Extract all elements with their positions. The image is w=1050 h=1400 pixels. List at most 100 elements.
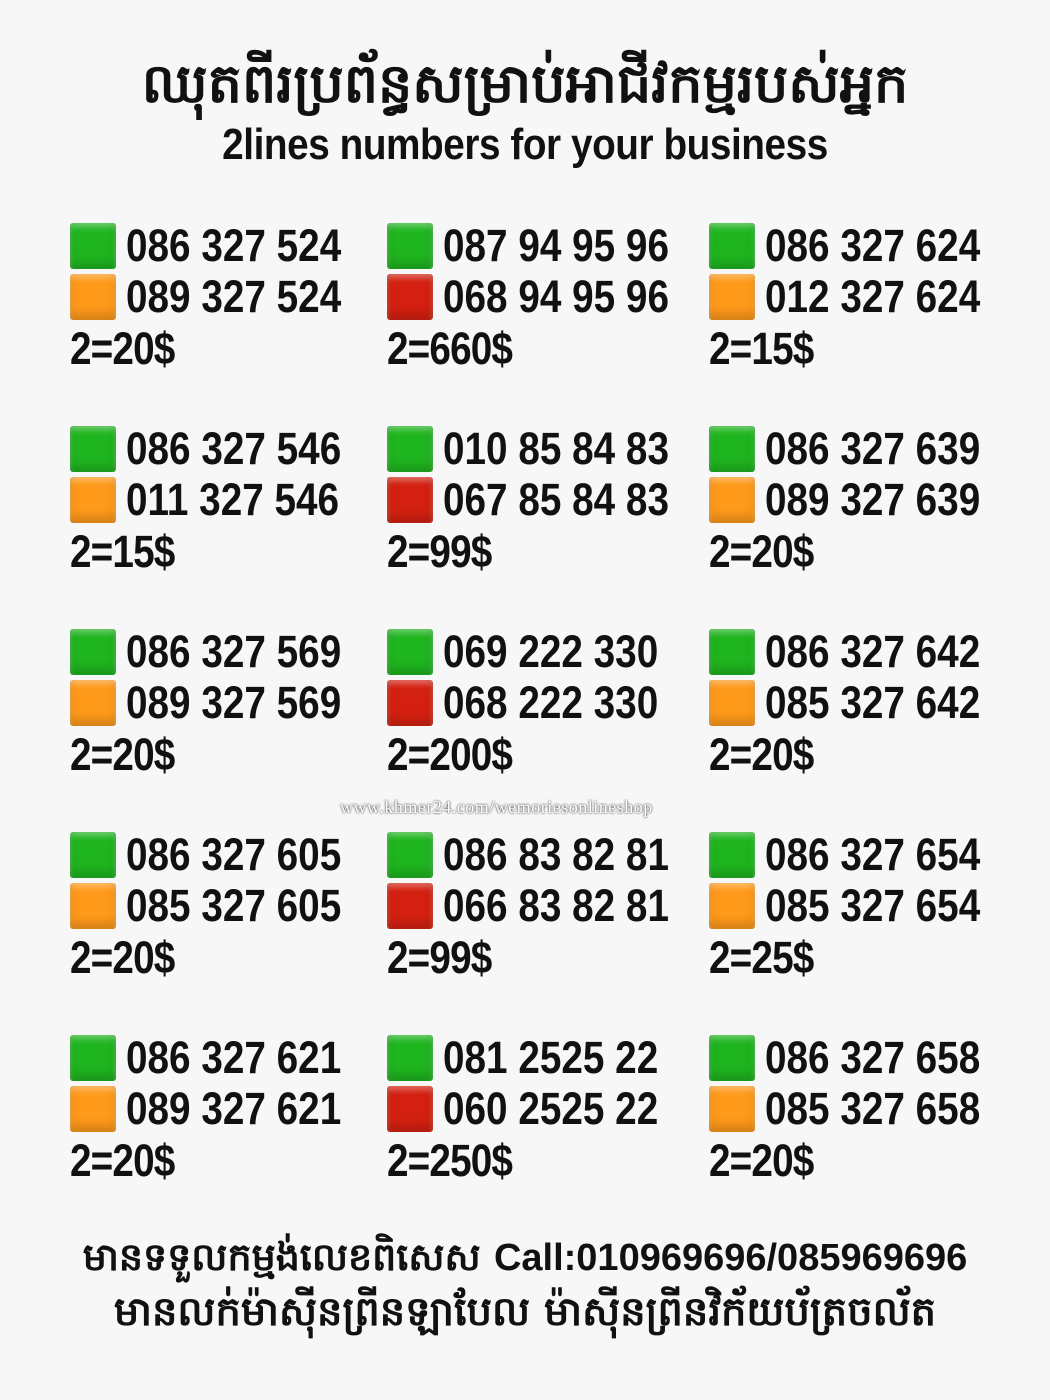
- phone-number: 060 2525 22: [443, 1083, 659, 1134]
- phone-number: 085 327 605: [126, 880, 342, 931]
- orange-square-icon: [70, 274, 116, 320]
- phone-line: 089 327 569: [70, 679, 376, 727]
- price-label: 2=20$: [70, 323, 175, 374]
- listing-block: 087 94 95 96 068 94 95 96 2=660$: [387, 222, 707, 382]
- listing-block: 086 327 624 012 327 624 2=15$: [709, 222, 1029, 382]
- green-square-icon: [709, 832, 755, 878]
- phone-number: 086 327 524: [126, 220, 342, 271]
- footer-khmer-text: មានទទួលកម្មង់លេខពិសេស: [82, 1235, 481, 1279]
- phone-line: 085 327 658: [709, 1085, 1015, 1133]
- phone-line: 086 83 82 81: [387, 831, 706, 879]
- phone-number: 086 327 624: [765, 220, 981, 271]
- phone-line: 087 94 95 96: [387, 222, 706, 270]
- listing-block: 086 327 569 089 327 569 2=20$: [70, 628, 390, 788]
- phone-line: 081 2525 22: [387, 1034, 693, 1082]
- green-square-icon: [70, 1035, 116, 1081]
- phone-number: 086 327 658: [765, 1032, 981, 1083]
- price-label: 2=15$: [70, 526, 175, 577]
- listing-block: 086 327 654 085 327 654 2=25$: [709, 831, 1029, 991]
- phone-line: 086 327 624: [709, 222, 1015, 270]
- phone-line: 089 327 621: [70, 1085, 376, 1133]
- red-square-icon: [387, 1086, 433, 1132]
- phone-number: 086 327 639: [765, 423, 981, 474]
- price-label: 2=25$: [709, 932, 814, 983]
- phone-number: 089 327 569: [126, 677, 342, 728]
- phone-line: 012 327 624: [709, 273, 1015, 321]
- orange-square-icon: [70, 680, 116, 726]
- listing-block: 086 83 82 81 066 83 82 81 2=99$: [387, 831, 707, 991]
- phone-line: 086 327 546: [70, 425, 376, 473]
- phone-line: 086 327 658: [709, 1034, 1015, 1082]
- price-label: 2=20$: [70, 932, 175, 983]
- phone-number: 085 327 654: [765, 880, 981, 931]
- price-label: 2=200$: [387, 729, 513, 780]
- green-square-icon: [70, 223, 116, 269]
- phone-line: 086 327 639: [709, 425, 1015, 473]
- title-english: 2lines numbers for your business: [222, 120, 828, 169]
- price-label: 2=20$: [709, 1135, 814, 1186]
- phone-number: 089 327 639: [765, 474, 981, 525]
- phone-number: 086 83 82 81: [443, 829, 669, 880]
- phone-number: 081 2525 22: [443, 1032, 659, 1083]
- green-square-icon: [387, 426, 433, 472]
- phone-line: 010 85 84 83: [387, 425, 706, 473]
- phone-number: 086 327 569: [126, 626, 342, 677]
- phone-number: 069 222 330: [443, 626, 659, 677]
- phone-line: 086 327 569: [70, 628, 376, 676]
- green-square-icon: [709, 629, 755, 675]
- price-label: 2=15$: [709, 323, 814, 374]
- phone-line: 085 327 605: [70, 882, 376, 930]
- phone-number: 085 327 642: [765, 677, 981, 728]
- listing-block: 069 222 330 068 222 330 2=200$: [387, 628, 707, 788]
- listing-block: 086 327 642 085 327 642 2=20$: [709, 628, 1029, 788]
- price-label: 2=20$: [70, 729, 175, 780]
- phone-number: 066 83 82 81: [443, 880, 669, 931]
- listing-block: 086 327 524 089 327 524 2=20$: [70, 222, 390, 382]
- red-square-icon: [387, 274, 433, 320]
- listing-block: 086 327 658 085 327 658 2=20$: [709, 1034, 1029, 1194]
- price-label: 2=99$: [387, 932, 492, 983]
- price-label: 2=660$: [387, 323, 513, 374]
- phone-number: 067 85 84 83: [443, 474, 669, 525]
- phone-line: 068 94 95 96: [387, 273, 706, 321]
- phone-line: 085 327 654: [709, 882, 1015, 930]
- phone-line: 086 327 524: [70, 222, 376, 270]
- green-square-icon: [709, 223, 755, 269]
- phone-number: 068 94 95 96: [443, 271, 669, 322]
- listing-block: 086 327 639 089 327 639 2=20$: [709, 425, 1029, 585]
- orange-square-icon: [709, 477, 755, 523]
- listing-block: 086 327 605 085 327 605 2=20$: [70, 831, 390, 991]
- phone-number: 086 327 605: [126, 829, 342, 880]
- green-square-icon: [70, 832, 116, 878]
- phone-line: 067 85 84 83: [387, 476, 706, 524]
- price-label: 2=250$: [387, 1135, 513, 1186]
- orange-square-icon: [70, 883, 116, 929]
- phone-number: 086 327 546: [126, 423, 342, 474]
- price-label: 2=20$: [709, 729, 814, 780]
- orange-square-icon: [70, 477, 116, 523]
- phone-line: 086 327 621: [70, 1034, 376, 1082]
- green-square-icon: [387, 1035, 433, 1081]
- phone-line: 086 327 654: [709, 831, 1015, 879]
- phone-number: 086 327 642: [765, 626, 981, 677]
- phone-number: 086 327 621: [126, 1032, 342, 1083]
- red-square-icon: [387, 883, 433, 929]
- phone-line: 089 327 639: [709, 476, 1015, 524]
- green-square-icon: [709, 426, 755, 472]
- green-square-icon: [387, 629, 433, 675]
- orange-square-icon: [709, 680, 755, 726]
- listing-block: 010 85 84 83 067 85 84 83 2=99$: [387, 425, 707, 585]
- footer-line-1: មានទទួលកម្មង់លេខពិសេស Call:010969696/085…: [0, 1234, 1050, 1280]
- red-square-icon: [387, 477, 433, 523]
- phone-number: 089 327 524: [126, 271, 342, 322]
- phone-number: 085 327 658: [765, 1083, 981, 1134]
- phone-number: 010 85 84 83: [443, 423, 669, 474]
- listing-block: 081 2525 22 060 2525 22 2=250$: [387, 1034, 707, 1194]
- price-label: 2=20$: [709, 526, 814, 577]
- phone-line: 085 327 642: [709, 679, 1015, 727]
- price-label: 2=99$: [387, 526, 492, 577]
- green-square-icon: [70, 629, 116, 675]
- orange-square-icon: [709, 1086, 755, 1132]
- green-square-icon: [387, 223, 433, 269]
- orange-square-icon: [709, 883, 755, 929]
